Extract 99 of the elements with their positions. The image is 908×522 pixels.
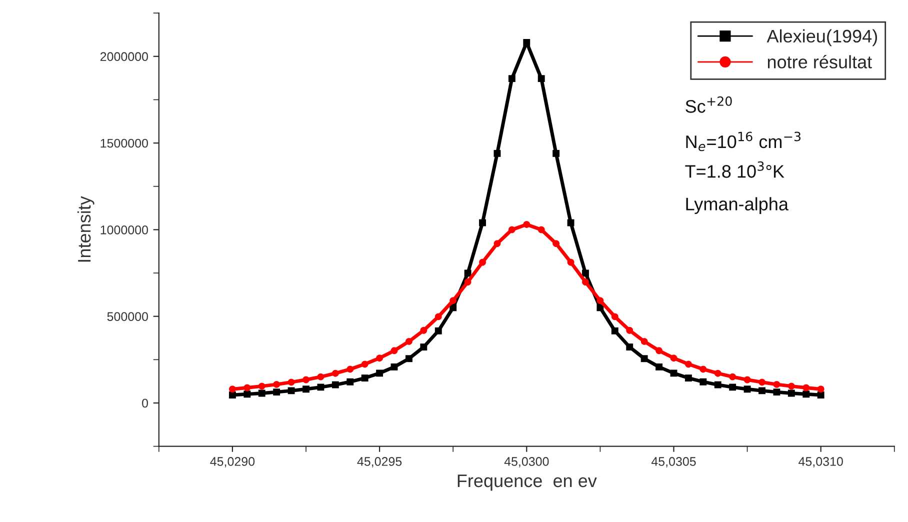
point (494, 150, 501, 157)
point (758, 378, 766, 386)
point (450, 304, 457, 312)
point (582, 270, 589, 277)
point (773, 380, 780, 388)
point (684, 374, 692, 382)
point (228, 392, 236, 398)
point (244, 384, 251, 392)
point (228, 386, 236, 393)
point (346, 366, 354, 373)
point (288, 378, 295, 386)
point (670, 354, 678, 362)
y-tick-label: 500000 (107, 312, 148, 321)
annotation: Sc$^{+20}$ (686, 96, 732, 113)
x-tick-label: 45,0305 (651, 457, 696, 468)
point (317, 384, 324, 391)
point (626, 326, 634, 334)
point (508, 226, 516, 234)
point (773, 388, 780, 396)
point (420, 326, 428, 334)
point (817, 386, 824, 393)
point (552, 150, 560, 157)
point (788, 390, 795, 397)
point (405, 338, 412, 345)
point (258, 390, 266, 397)
point (802, 384, 810, 392)
point (302, 376, 310, 384)
point (376, 354, 384, 362)
point (361, 360, 368, 368)
point (361, 374, 368, 382)
point (376, 370, 384, 377)
point (538, 75, 545, 82)
point (729, 384, 736, 391)
point (802, 390, 810, 398)
point (317, 373, 324, 380)
point (244, 390, 251, 398)
point (390, 347, 398, 354)
x-tick-label: 45,0310 (798, 457, 843, 468)
legend-label: notre résultat (768, 54, 872, 68)
annotation: T=1.8 10$^{3}$°K (685, 161, 784, 178)
point (273, 380, 280, 388)
annotation: N$_{e}$=10$^{16}$ cm$^{−3}$ (686, 132, 800, 152)
point (273, 388, 280, 396)
point (744, 376, 751, 384)
point (670, 370, 678, 377)
point (582, 278, 589, 286)
point (656, 363, 662, 370)
y-tick-label: 0 (142, 398, 148, 408)
point (640, 338, 648, 345)
point (700, 366, 707, 373)
point (420, 344, 428, 350)
point (258, 382, 266, 390)
point (714, 370, 722, 377)
point (390, 363, 398, 370)
legend-label: Alexieu(1994) (766, 29, 878, 46)
x-tick-label: 45,0300 (504, 457, 549, 468)
point (552, 240, 560, 248)
annotation: Lyman-alpha (686, 197, 788, 214)
point (656, 347, 662, 354)
point (626, 344, 634, 350)
point (464, 270, 472, 277)
y-axis-title: Intensity (77, 196, 94, 262)
point (332, 370, 339, 377)
x-tick-label: 45,0295 (357, 457, 402, 468)
point (494, 240, 501, 248)
point (450, 297, 457, 304)
point (332, 381, 339, 388)
point (434, 313, 442, 320)
point (523, 221, 530, 228)
point (714, 381, 722, 388)
y-tick-label: 1500000 (100, 138, 148, 148)
point (758, 387, 766, 394)
point (405, 355, 412, 362)
point (479, 258, 486, 266)
point (788, 382, 795, 390)
point (288, 387, 295, 394)
point (538, 226, 545, 234)
point (729, 373, 736, 380)
y-tick-label: 1000000 (100, 225, 148, 234)
point (523, 39, 530, 46)
point (611, 313, 618, 320)
point (508, 75, 516, 82)
point (464, 278, 472, 286)
y-tick-label: 2000000 (100, 52, 148, 62)
point (302, 386, 310, 393)
x-axis-title: Frequence en ev (458, 474, 597, 491)
point (596, 304, 604, 312)
point (596, 297, 604, 304)
point (684, 360, 692, 368)
point (640, 355, 648, 362)
point (346, 378, 354, 386)
point (567, 258, 574, 266)
point (434, 327, 442, 334)
x-tick-label: 45,0290 (210, 457, 255, 468)
point (817, 392, 824, 398)
point (479, 219, 486, 226)
point (700, 378, 707, 386)
point (744, 386, 751, 393)
point (611, 327, 618, 334)
